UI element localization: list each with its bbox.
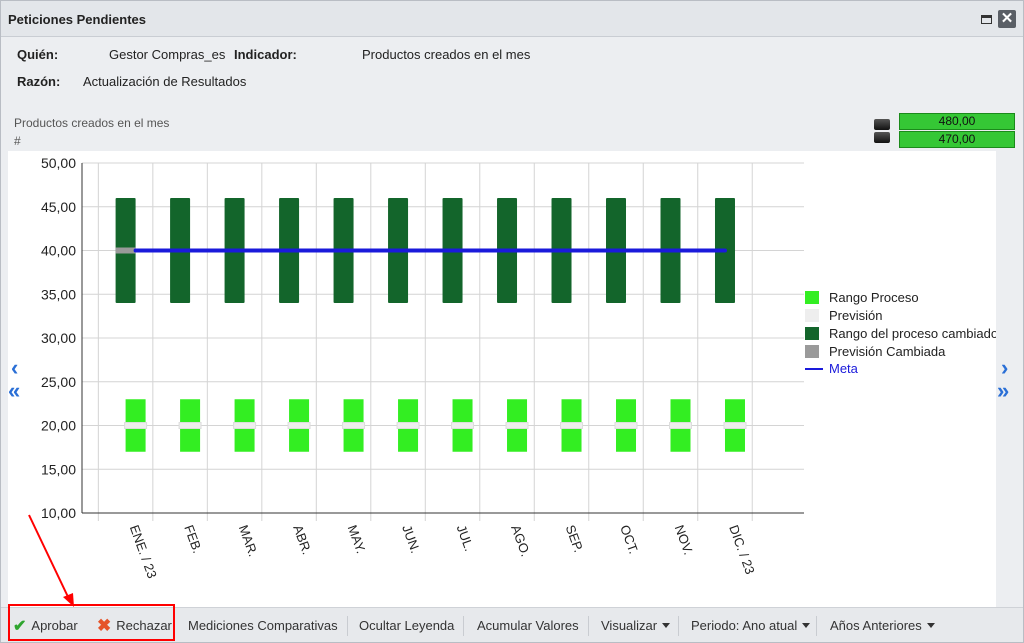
forecast-marker	[723, 422, 747, 429]
indicator-value: Productos creados en el mes	[362, 47, 531, 62]
forecast-marker	[560, 422, 584, 429]
chart-unit: #	[14, 134, 21, 148]
who-value: Gestor Compras_es	[109, 47, 226, 62]
changed-forecast-marker	[115, 247, 136, 254]
reject-label: Rechazar	[116, 618, 172, 633]
reject-x-icon: ✖	[97, 615, 112, 635]
y-tick-label: 10,00	[41, 505, 76, 521]
reject-button[interactable]: ✖ Rechazar	[97, 608, 172, 643]
x-tick-label: MAR.	[236, 523, 261, 559]
legend-swatch	[805, 291, 819, 304]
last-arrow-icon[interactable]: »	[997, 378, 1010, 403]
forecast-marker	[178, 422, 202, 429]
legend-label: Rango Proceso	[829, 290, 919, 305]
who-label: Quién:	[17, 47, 59, 62]
legend-swatch	[805, 345, 819, 358]
forecast-marker	[451, 422, 475, 429]
next-arrow-icon[interactable]: ›	[1001, 355, 1009, 380]
window-title: Peticiones Pendientes	[8, 12, 146, 27]
approve-button[interactable]: ✔ Aprobar	[13, 608, 78, 643]
previous-years-dropdown[interactable]: Años Anteriores	[830, 608, 935, 643]
maximize-icon[interactable]	[977, 10, 995, 28]
close-icon[interactable]: ✕	[998, 10, 1016, 28]
first-arrow-icon[interactable]: «	[8, 378, 21, 403]
legend-swatch	[805, 309, 819, 322]
forecast-marker	[342, 422, 366, 429]
x-tick-label: ENE. / 23	[127, 523, 160, 580]
period-label: Periodo: Ano atual	[691, 618, 798, 633]
toolbar-divider	[588, 616, 589, 636]
compare-button[interactable]: Mediciones Comparativas	[188, 608, 338, 643]
forecast-marker	[233, 422, 257, 429]
forecast-marker	[614, 422, 638, 429]
y-tick-label: 20,00	[41, 418, 76, 434]
y-tick-label: 30,00	[41, 330, 76, 346]
previous-arrow-icon[interactable]: ‹	[11, 355, 19, 380]
chart-subtitle: Productos creados en el mes	[14, 116, 170, 130]
y-tick-label: 25,00	[41, 374, 76, 390]
check-icon: ✔	[13, 617, 27, 635]
annotation-arrow	[28, 514, 74, 607]
chart-svg: 10,00 15,00 20,00 25,00 30,00 35,00 40,00 45,00…	[41, 155, 998, 580]
x-tick-label: OCT.	[617, 523, 641, 556]
x-tick-label: ABR.	[290, 523, 314, 557]
accumulate-button[interactable]: Acumular Valores	[477, 608, 579, 643]
value-box-2: 470,00	[899, 131, 1015, 148]
value-indicator-icon	[874, 119, 890, 130]
x-tick-label: JUL.	[454, 523, 477, 553]
forecast-marker	[124, 422, 148, 429]
x-tick-label: SEP.	[563, 523, 587, 554]
y-tick-label: 40,00	[41, 243, 76, 259]
visualize-dropdown[interactable]: Visualizar	[601, 608, 671, 643]
chevron-down-icon	[926, 623, 935, 628]
forecast-marker	[668, 422, 692, 429]
legend-label: Previsión Cambiada	[829, 344, 946, 359]
toolbar-divider	[347, 616, 348, 636]
bottom-toolbar: ✔ Aprobar ✖ Rechazar Mediciones Comparat…	[1, 607, 1023, 642]
approve-label: Aprobar	[31, 618, 78, 633]
annotation-highlight-box	[8, 604, 175, 641]
x-tick-label: AGO.	[508, 523, 533, 559]
reason-label: Razón:	[17, 74, 61, 89]
y-tick-label: 50,00	[41, 155, 76, 171]
legend-label: Rango del proceso cambiado	[829, 326, 996, 341]
chevron-down-icon	[662, 623, 671, 628]
forecast-marker	[287, 422, 311, 429]
period-dropdown[interactable]: Periodo: Ano atual	[691, 608, 811, 643]
hide-legend-button[interactable]: Ocultar Leyenda	[359, 608, 454, 643]
x-tick-label: JUN.	[399, 523, 423, 555]
reason-value: Actualización de Resultados	[83, 74, 247, 89]
toolbar-divider	[816, 616, 817, 636]
x-tick-label: DIC. / 23	[726, 523, 758, 576]
toolbar-divider	[678, 616, 679, 636]
y-tick-label: 35,00	[41, 286, 76, 302]
visualize-label: Visualizar	[601, 618, 658, 633]
forecast-marker	[505, 422, 529, 429]
legend-label: Previsión	[829, 308, 882, 323]
y-tick-label: 15,00	[41, 461, 76, 477]
compare-label: Mediciones Comparativas	[188, 618, 338, 633]
chart-area: 10,00 15,00 20,00 25,00 30,00 35,00 40,00 45,00…	[8, 151, 998, 607]
title-bar: Peticiones Pendientes ✕	[1, 1, 1023, 37]
chevron-down-icon	[802, 623, 811, 628]
x-tick-label: MAY.	[345, 523, 369, 556]
previous-years-label: Años Anteriores	[830, 618, 922, 633]
x-tick-label: NOV.	[672, 523, 697, 557]
legend-label: Meta	[829, 361, 859, 376]
toolbar-divider	[463, 616, 464, 636]
forecast-marker	[396, 422, 420, 429]
indicator-label: Indicador:	[234, 47, 297, 62]
accumulate-label: Acumular Valores	[477, 618, 579, 633]
hide-legend-label: Ocultar Leyenda	[359, 618, 455, 633]
x-tick-label: FEB.	[181, 523, 205, 555]
legend-swatch	[805, 327, 819, 340]
value-indicator-icon	[874, 132, 890, 143]
value-box-1: 480,00	[899, 113, 1015, 130]
y-tick-label: 45,00	[41, 199, 76, 215]
